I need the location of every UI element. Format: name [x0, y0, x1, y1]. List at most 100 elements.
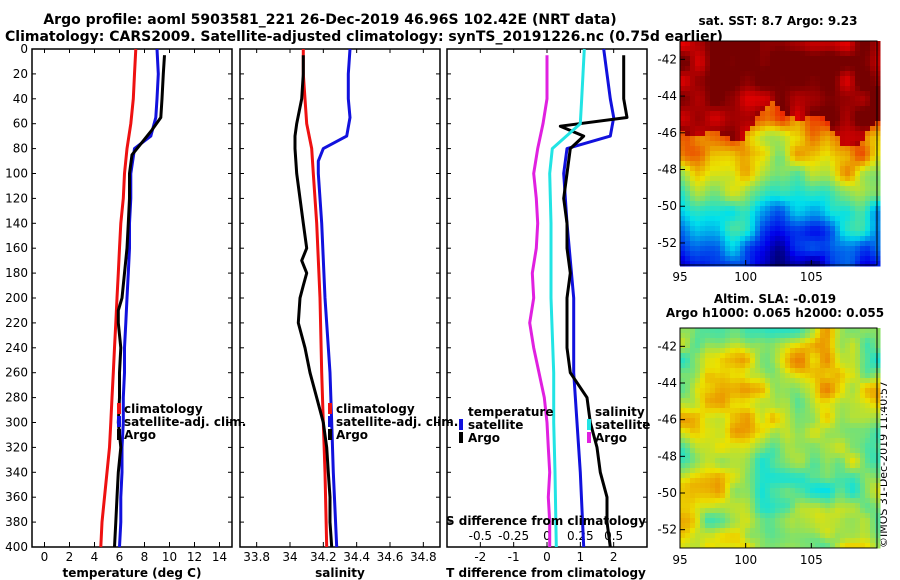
sst_map-cell: [760, 211, 766, 217]
sst_map-cell: [740, 191, 746, 197]
sla_map-cell: [865, 468, 871, 474]
sst_map-cell: [745, 71, 751, 77]
sla_map-cell: [710, 508, 716, 514]
sst_map-cell: [750, 181, 756, 187]
sst_map-cell: [775, 46, 781, 52]
sla_map-cell: [800, 358, 806, 364]
sla_map-cell: [690, 328, 696, 334]
sst_map-cell: [750, 241, 756, 247]
sla_map-cell: [740, 463, 746, 469]
sla_map-cell: [755, 488, 761, 494]
sla_map-cell: [840, 328, 846, 334]
sst_map-cell: [725, 256, 731, 262]
sla_map-cell: [685, 378, 691, 384]
sst_map-cell: [835, 186, 841, 192]
sla_map-cell: [815, 378, 821, 384]
sst_map-cell: [815, 241, 821, 247]
sla_map-cell: [785, 428, 791, 434]
sla_map-cell: [870, 458, 876, 464]
sst_map-cell: [815, 66, 821, 72]
sst_map-cell: [830, 246, 836, 252]
sla_map-cell: [845, 543, 851, 549]
sla_map-cell: [770, 383, 776, 389]
sla_map-cell: [735, 443, 741, 449]
sst_map-cell: [855, 206, 861, 212]
sla_map-cell: [780, 523, 786, 529]
sst_map-cell: [840, 161, 846, 167]
sla_map-cell: [795, 428, 801, 434]
sla_map-cell: [810, 363, 816, 369]
sla_map-cell: [705, 383, 711, 389]
sst_map-cell: [750, 186, 756, 192]
sla_map-cell: [845, 413, 851, 419]
sla_map-cell: [775, 418, 781, 424]
sst_map-cell: [770, 256, 776, 262]
sla_map-cell: [735, 458, 741, 464]
sst_map-cell: [870, 251, 876, 257]
sla_map-cell: [685, 413, 691, 419]
sla_map-cell: [695, 503, 701, 509]
sst_map-cell: [745, 161, 751, 167]
sla_map-cell: [840, 478, 846, 484]
sla_map-cell: [845, 378, 851, 384]
sla_map-cell: [765, 388, 771, 394]
sla_map-cell: [820, 363, 826, 369]
sla_map-cell: [855, 383, 861, 389]
sst_map-frame: [679, 40, 878, 266]
sla_map-cell: [725, 393, 731, 399]
sla_map-cell: [730, 393, 736, 399]
sst_map-cell: [745, 156, 751, 162]
sst_map-cell: [795, 106, 801, 112]
sla_map-cell: [710, 478, 716, 484]
sst_map-cell: [775, 81, 781, 87]
sst_map-cell: [720, 216, 726, 222]
sla_map-cell: [760, 353, 766, 359]
sst_map-cell: [795, 251, 801, 257]
sst_map-cell: [765, 46, 771, 52]
sst_map-cell: [815, 121, 821, 127]
sla_map-cell: [845, 473, 851, 479]
sst_map-cell: [845, 96, 851, 102]
sla_map-cell: [680, 523, 686, 529]
sla_map-cell: [875, 538, 881, 544]
sla_map-cell: [715, 513, 721, 519]
sla_map-cell: [760, 403, 766, 409]
sla_map-cell: [735, 498, 741, 504]
sst_map-cell: [750, 231, 756, 237]
sst_map-cell: [820, 76, 826, 82]
sst_map-cell: [720, 231, 726, 237]
sst_map-cell: [770, 126, 776, 132]
sla_map-cell: [720, 438, 726, 444]
sla_map-cell: [680, 403, 686, 409]
sla_map-cell: [825, 468, 831, 474]
sst_map-cell: [865, 136, 871, 142]
sst_map-cell: [865, 171, 871, 177]
sla_map-cell: [715, 538, 721, 544]
sla_map-cell: [765, 358, 771, 364]
sla_map-cell: [750, 523, 756, 529]
sla_map-cell: [745, 498, 751, 504]
sla_map-cell: [805, 353, 811, 359]
sst_map-cell: [715, 76, 721, 82]
temperature-xtick-label: 14: [212, 550, 227, 564]
sst_map-cell: [825, 121, 831, 127]
sla_map-cell: [705, 398, 711, 404]
sst_map-cell: [830, 106, 836, 112]
sla_map-cell: [680, 478, 686, 484]
sla_map-cell: [795, 453, 801, 459]
sla_map-cell: [785, 328, 791, 334]
sst_map-cell: [745, 121, 751, 127]
sst_map-cell: [805, 76, 811, 82]
sla_map-cell: [780, 498, 786, 504]
sla_map-cell: [765, 473, 771, 479]
sst_map-cell: [745, 171, 751, 177]
sst_map-cell: [780, 66, 786, 72]
sla_map-cell: [735, 488, 741, 494]
sla_map-cell: [790, 363, 796, 369]
sla_map-cell: [725, 328, 731, 334]
sst_map-cell: [735, 111, 741, 117]
sla_map-cell: [800, 463, 806, 469]
sst_map-cell: [735, 51, 741, 57]
sla_map-cell: [770, 413, 776, 419]
sla_map-cell: [765, 498, 771, 504]
